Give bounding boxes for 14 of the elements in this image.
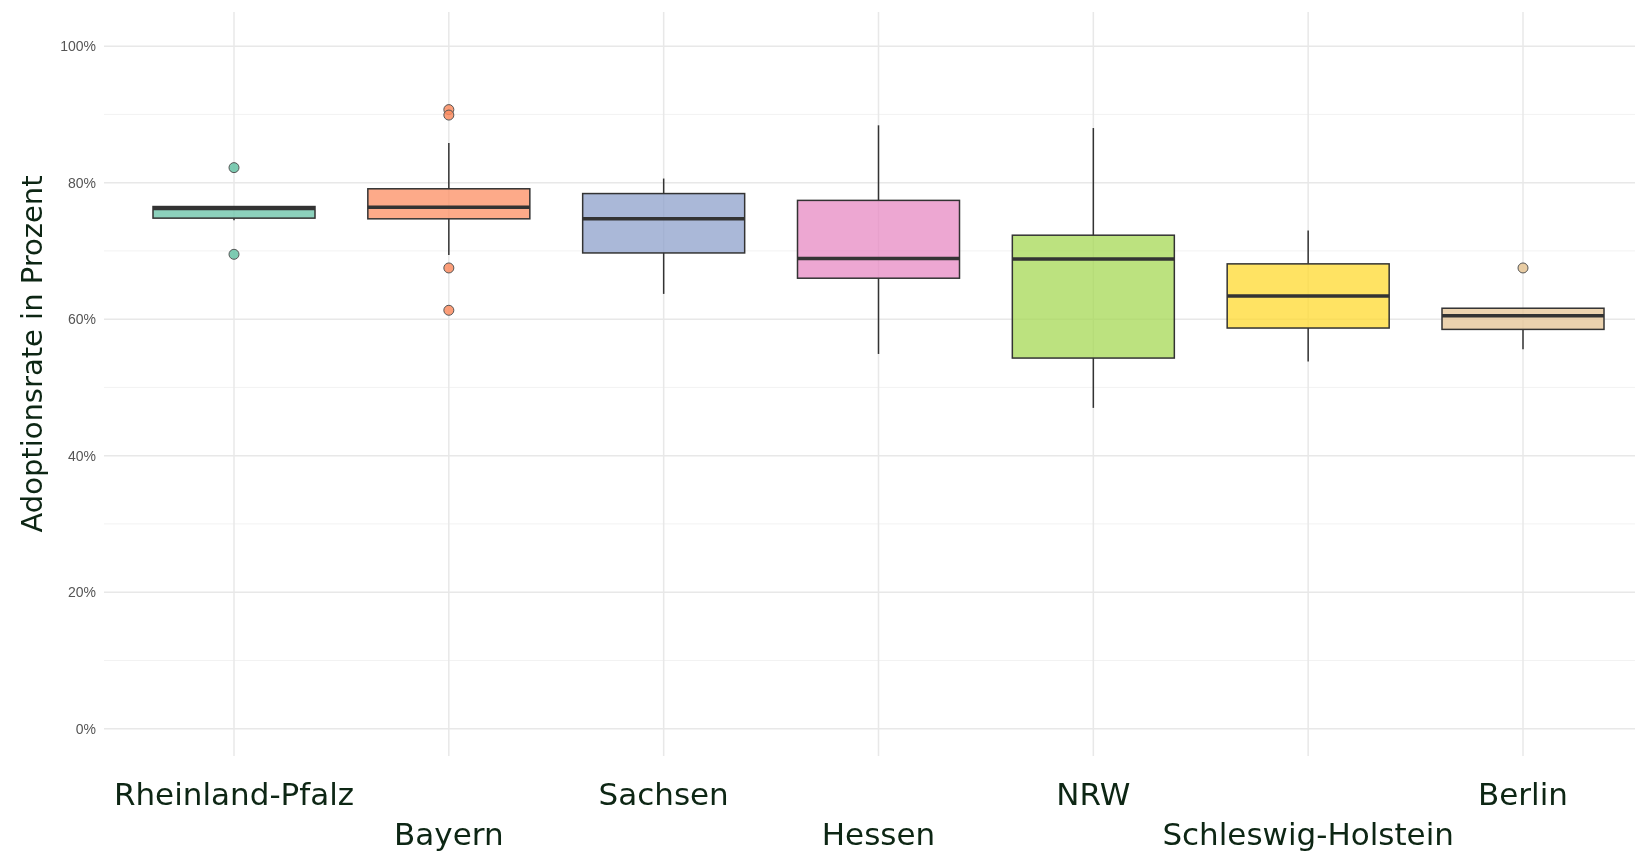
y-axis-title: Adoptionsrate in Prozent [15,175,49,533]
x-tick-label: Berlin [1478,776,1568,812]
y-tick-label: 80% [67,174,96,191]
x-tick-label: NRW [1056,776,1131,812]
x-tick-label: Rheinland-Pfalz [113,776,355,812]
x-tick-label: Sachsen [598,776,729,812]
y-tick-label: 60% [67,311,96,328]
y-tick-label: 100% [60,38,96,55]
x-tick-label: Schleswig-Holstein [1162,816,1454,851]
y-tick-label: 0% [75,720,96,737]
y-tick-label: 20% [67,584,96,601]
y-tick-label: 40% [67,447,96,464]
x-tick-label: Hessen [821,816,936,851]
x-tick-label: Bayern [394,816,504,851]
